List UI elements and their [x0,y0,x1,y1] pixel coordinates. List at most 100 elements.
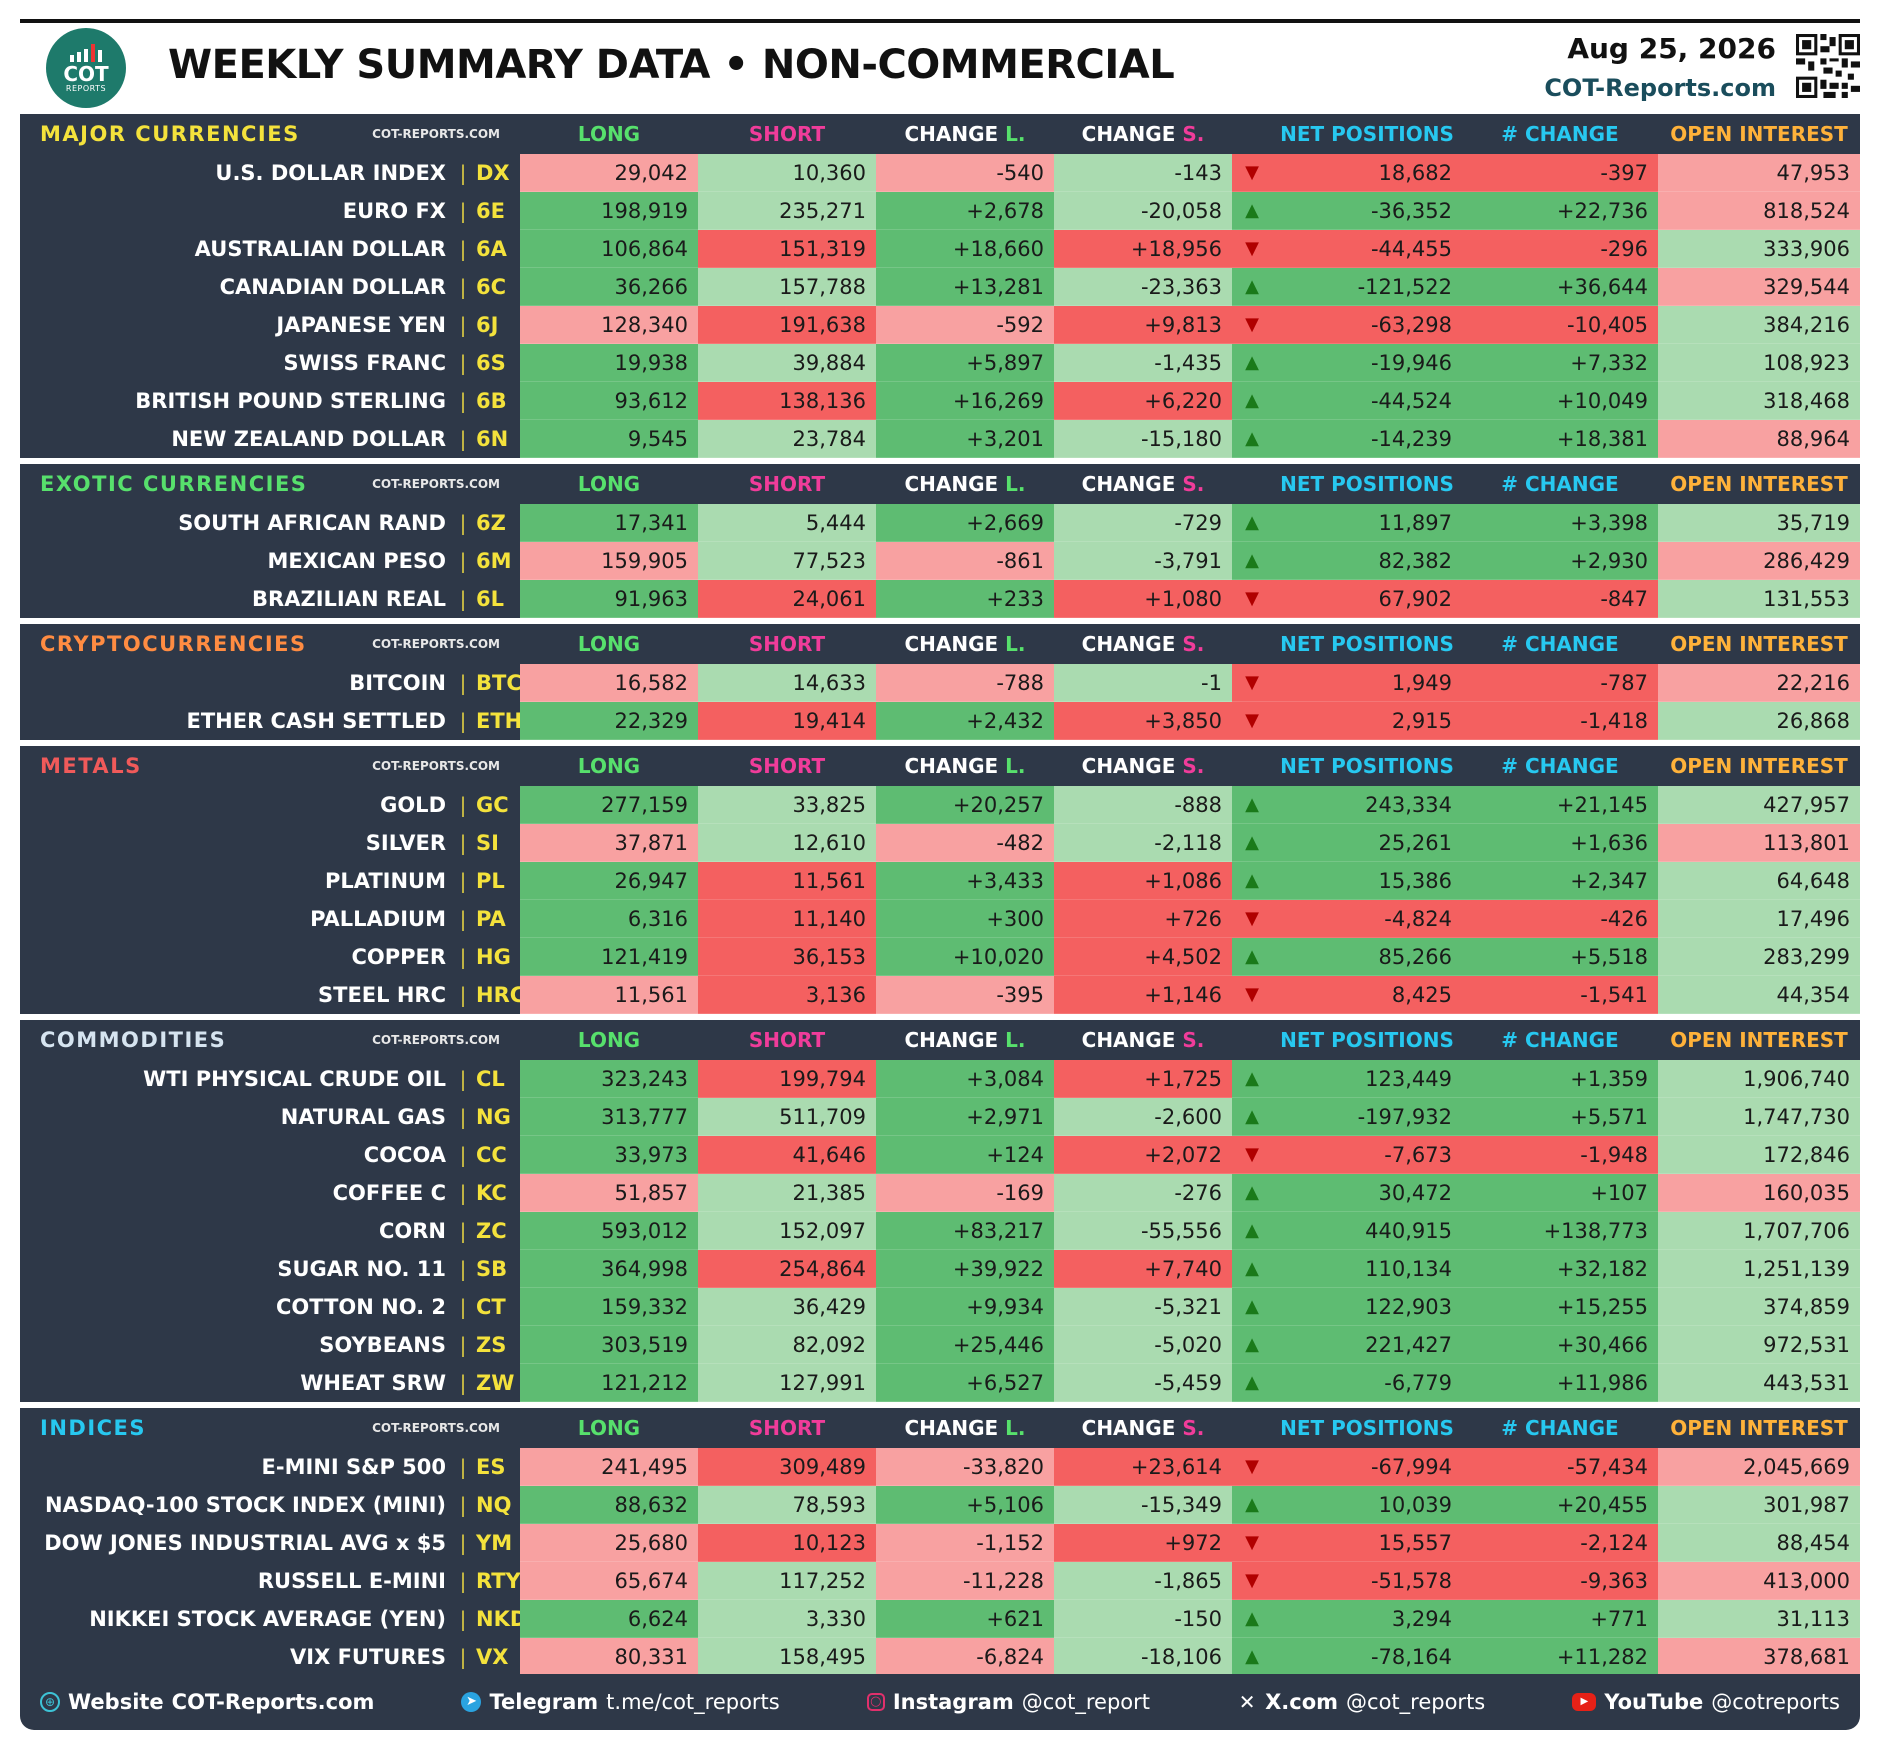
cell-open-interest: 88,454 [1658,1524,1860,1562]
column-header-short: SHORT [748,472,826,496]
cell-net-change: +7,332 [1462,344,1658,382]
cell-net-positions: 221,427 [1272,1326,1462,1364]
column-header-suffix: S. [1182,754,1205,778]
name-code-divider: | [459,1067,467,1091]
cell-change-short: +1,086 [1054,862,1232,900]
arrow-up-icon: ▲ [1232,504,1272,542]
section-header: COMMODITIES COT-REPORTS.COM LONG SHORT CHANG… [20,1020,1860,1060]
section-header: CRYPTOCURRENCIES COT-REPORTS.COM LONG SHORT… [20,624,1860,664]
instrument-name: SOUTH AFRICAN RAND [178,511,446,535]
cell-open-interest: 443,531 [1658,1364,1860,1402]
footer-youtube[interactable]: ▶ YouTube @cotreports [1572,1690,1840,1714]
name-code-divider: | [459,1181,467,1205]
section-title: EXOTIC CURRENCIES [40,472,308,496]
cell-change-long: +83,217 [876,1212,1054,1250]
cell-change-long: +6,527 [876,1364,1054,1402]
table-row: WTI PHYSICAL CRUDE OIL | CL 323,243 199,794 +… [20,1060,1860,1098]
cell-short: 10,360 [698,154,876,192]
footer-x[interactable]: ✕ X.com @cot_reports [1237,1690,1486,1714]
name-code-divider: | [459,549,467,573]
summary-table: MAJOR CURRENCIES COT-REPORTS.COM LONG SHORT… [20,114,1860,1676]
cell-net-change: -787 [1462,664,1658,702]
cell-change-long: +20,257 [876,786,1054,824]
table-row: E-MINI S&P 500 | ES 241,495 309,489 -33,820 +2… [20,1448,1860,1486]
instrument-code: 6L [476,587,504,611]
cell-open-interest: 31,113 [1658,1600,1860,1638]
cell-net-positions: 110,134 [1272,1250,1462,1288]
instagram-icon: ○ [866,1693,885,1711]
cell-net-change: +21,145 [1462,786,1658,824]
table-row: WHEAT SRW | ZW 121,212 127,991 +6,527 -5,459 ▲ -… [20,1364,1860,1402]
cell-long: 65,674 [520,1562,698,1600]
column-header-long: LONG [577,1028,641,1052]
column-header-text: CHANGE [1081,472,1183,496]
column-header-net-positions: NET POSITIONS [1280,754,1454,778]
arrow-up-icon: ▲ [1232,1638,1272,1676]
footer-website-label: Website [68,1690,164,1714]
cell-long: 22,329 [520,702,698,740]
arrow-up-icon: ▲ [1232,1600,1272,1638]
name-code-divider: | [459,427,467,451]
footer-bar: ⊕ Website COT-Reports.com ➤ Telegram t.m… [20,1674,1860,1730]
cell-net-change: +30,466 [1462,1326,1658,1364]
column-header-net-change: # CHANGE [1501,1028,1619,1052]
cell-long: 29,042 [520,154,698,192]
column-header-suffix: L. [1005,1416,1026,1440]
footer-youtube-label: YouTube [1604,1690,1704,1714]
instrument-code: ES [476,1455,506,1479]
qr-code-icon[interactable] [1796,34,1860,98]
name-code-divider: | [459,869,467,893]
footer-telegram-label: Telegram [489,1690,599,1714]
cell-long: 6,624 [520,1600,698,1638]
instrument-name: NATURAL GAS [280,1105,446,1129]
name-code-divider: | [459,351,467,375]
cell-change-long: -592 [876,306,1054,344]
cell-change-long: +3,433 [876,862,1054,900]
cell-short: 3,330 [698,1600,876,1638]
name-code-divider: | [459,671,467,695]
cell-change-short: -5,321 [1054,1288,1232,1326]
table-row: MEXICAN PESO | 6M 159,905 77,523 -861 -3,791 ▲ 8… [20,542,1860,580]
table-row: CANADIAN DOLLAR | 6C 36,266 157,788 +13,281 -2… [20,268,1860,306]
cell-change-long: +25,446 [876,1326,1054,1364]
footer-instagram[interactable]: ○ Instagram @cot_report [866,1690,1150,1714]
cell-net-change: -10,405 [1462,306,1658,344]
column-header-suffix: S. [1182,1416,1205,1440]
cell-open-interest: 2,045,669 [1658,1448,1860,1486]
column-header-suffix: S. [1182,1028,1205,1052]
cell-long: 593,012 [520,1212,698,1250]
cell-open-interest: 378,681 [1658,1638,1860,1676]
column-header-text: CHANGE [1081,122,1183,146]
cell-short: 5,444 [698,504,876,542]
table-row: SOUTH AFRICAN RAND | 6Z 17,341 5,444 +2,669 -7… [20,504,1860,542]
section-title: CRYPTOCURRENCIES [40,632,307,656]
cell-net-change: -426 [1462,900,1658,938]
name-code-divider: | [459,161,467,185]
arrow-up-icon: ▲ [1232,268,1272,306]
arrow-up-icon: ▲ [1232,1174,1272,1212]
footer-telegram[interactable]: ➤ Telegram t.me/cot_reports [461,1690,780,1714]
instrument-code: 6A [476,237,507,261]
column-header-change-long: CHANGE L. [876,122,1054,146]
cell-change-short: -2,118 [1054,824,1232,862]
instrument-code: HG [476,945,511,969]
instrument-name: NEW ZEALAND DOLLAR [171,427,446,451]
table-row: BRITISH POUND STERLING | 6B 93,612 138,136 +1… [20,382,1860,420]
footer-website[interactable]: ⊕ Website COT-Reports.com [40,1690,374,1714]
instrument-name: NIKKEI STOCK AVERAGE (YEN) [89,1607,446,1631]
column-header-change-short: CHANGE S. [1054,122,1232,146]
site-link[interactable]: COT-Reports.com [1544,74,1776,102]
section-separator [20,618,1860,624]
name-code-divider: | [459,1645,467,1669]
footer-instagram-label: Instagram [892,1690,1014,1714]
column-header-net-positions: NET POSITIONS [1280,632,1454,656]
section-source-label: COT-REPORTS.COM [372,759,500,773]
column-header-suffix: S. [1182,472,1205,496]
section-separator [20,1014,1860,1020]
cell-net-positions: 30,472 [1272,1174,1462,1212]
column-header-open-interest: OPEN INTEREST [1670,1028,1848,1052]
column-header-net-positions: NET POSITIONS [1280,472,1454,496]
cell-net-positions: -44,524 [1272,382,1462,420]
arrow-up-icon: ▲ [1232,1288,1272,1326]
arrow-down-icon: ▼ [1232,230,1272,268]
